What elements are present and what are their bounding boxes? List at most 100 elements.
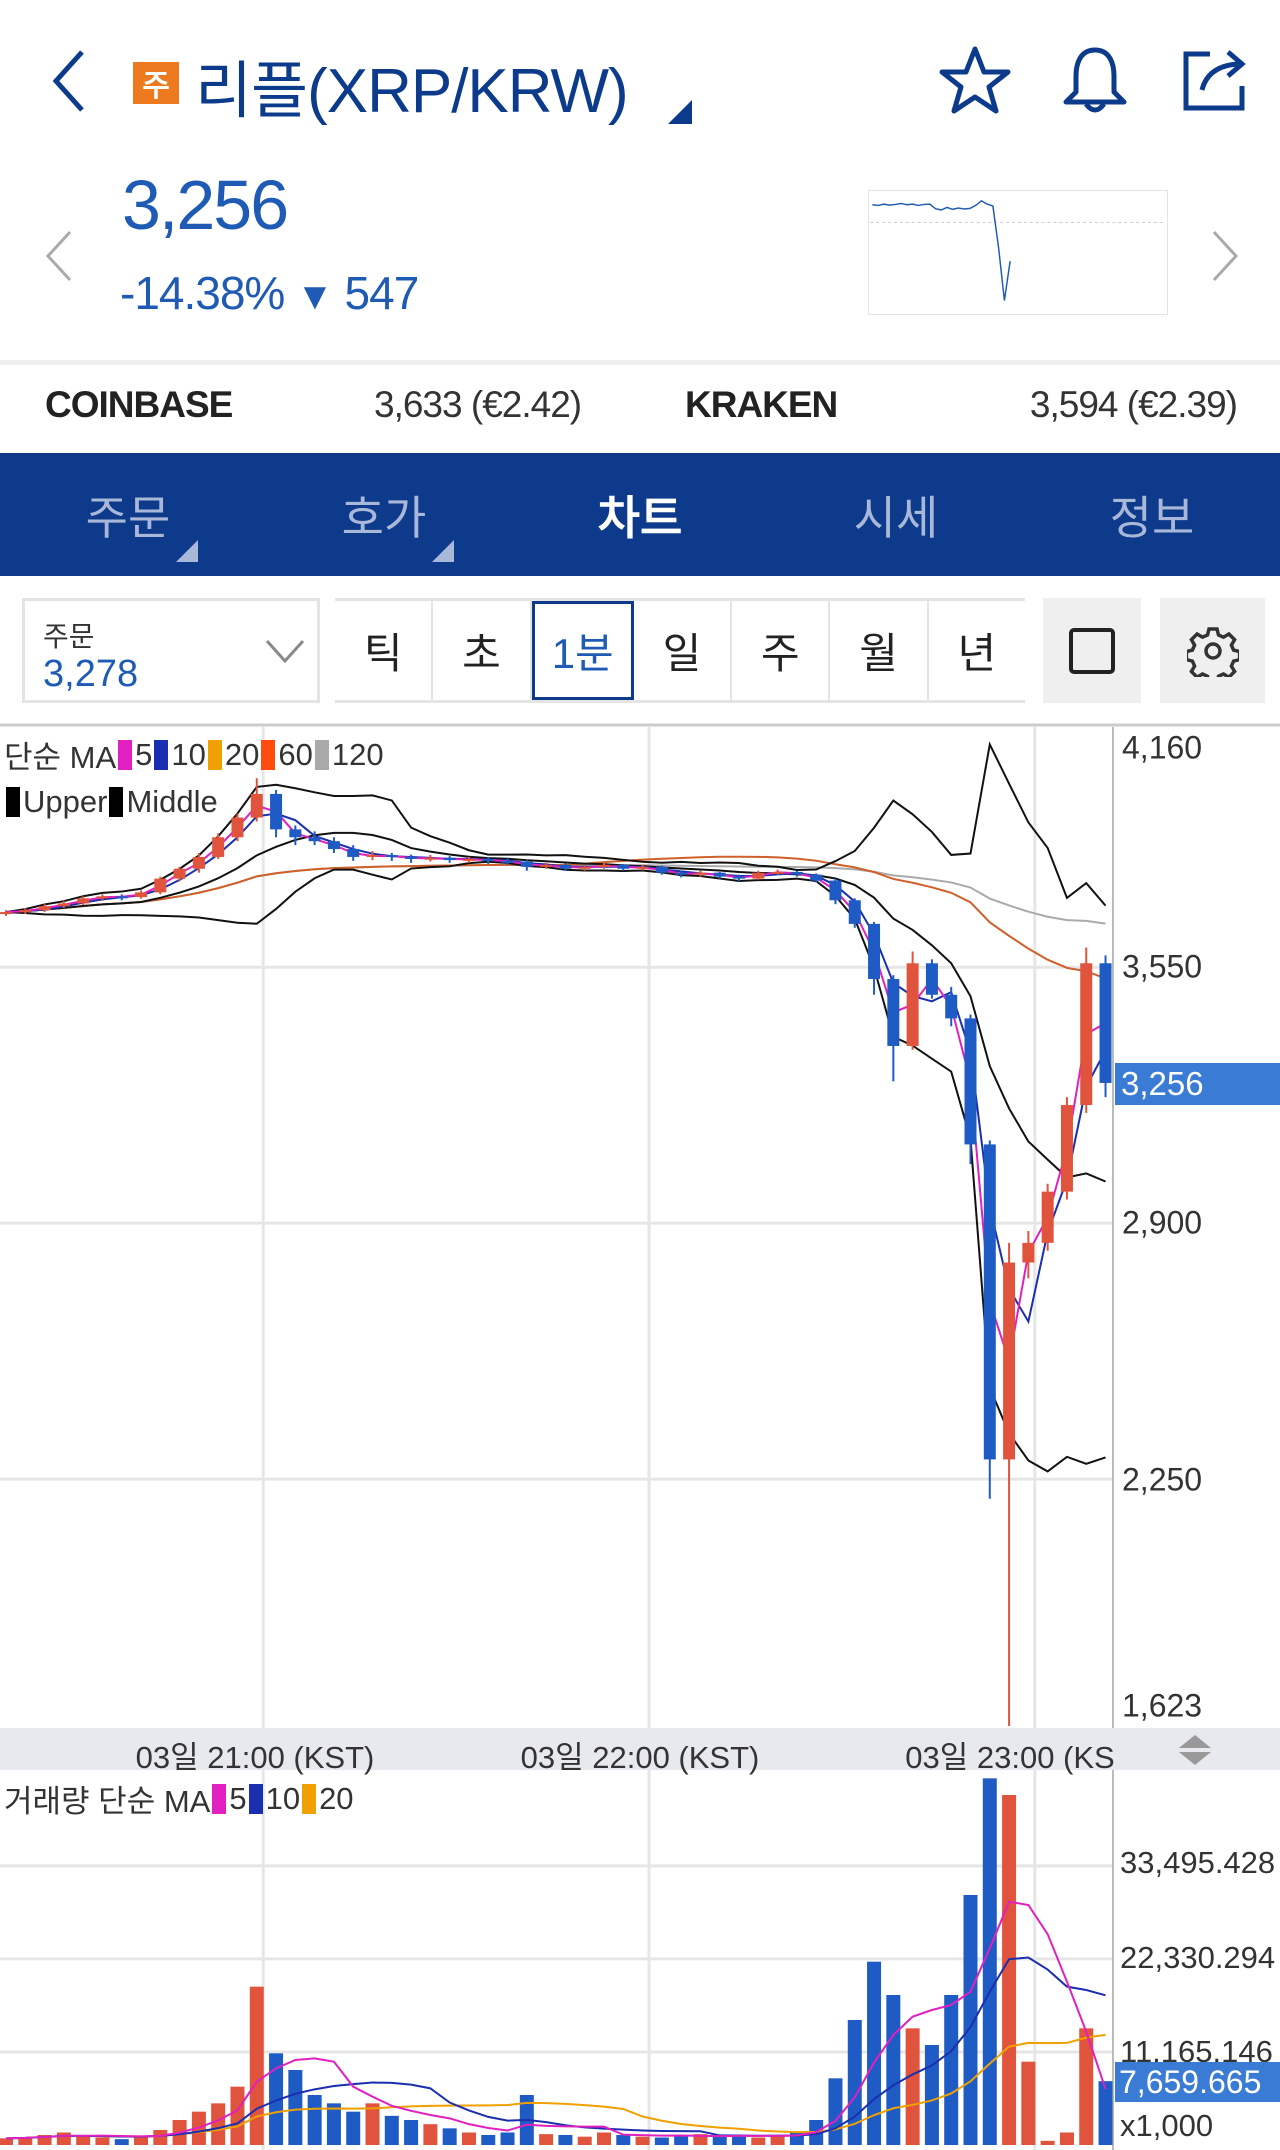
back-chevron-icon[interactable] xyxy=(48,48,90,114)
period-year[interactable]: 년 xyxy=(957,630,997,677)
candle-body xyxy=(1099,963,1112,1083)
candle-body xyxy=(38,906,51,911)
volume-ma10-line xyxy=(5,1956,1106,2140)
tab-info[interactable]: 정보 xyxy=(1024,453,1280,576)
candle-body xyxy=(482,858,495,861)
candle-body xyxy=(289,829,302,838)
volume-bar xyxy=(76,2135,91,2145)
bollinger-legend: Upper Middle xyxy=(4,784,218,820)
tab-chart[interactable]: 차트 xyxy=(512,453,768,576)
candle-body xyxy=(501,860,514,863)
volume-bar xyxy=(1002,1795,1017,2145)
volume-bar xyxy=(95,2137,110,2145)
bollinger-upper-line xyxy=(5,741,1107,914)
candle-body xyxy=(0,912,12,915)
candle-body xyxy=(385,854,398,857)
tab-order[interactable]: 주문 xyxy=(0,453,256,576)
candle-body xyxy=(192,856,205,869)
tab-market-price[interactable]: 시세 xyxy=(768,453,1024,576)
down-arrow-icon: ▼ xyxy=(296,276,334,318)
volume-bar xyxy=(886,1995,901,2145)
legend-item: Upper xyxy=(23,784,108,819)
volume-bar xyxy=(712,2136,727,2145)
volume-ma5-line xyxy=(5,1900,1107,2140)
time-axis xyxy=(0,1728,1280,1770)
volume-unit: x1,000 xyxy=(1120,2108,1214,2143)
prev-item-chevron-icon[interactable] xyxy=(44,230,74,282)
exchange-name-coinbase: COINBASE xyxy=(45,384,233,425)
volume-bar xyxy=(404,2120,419,2145)
volume-bar xyxy=(867,1961,882,2145)
volume-ma-legend: 거래량 단순 MA 5 10 20 xyxy=(4,1776,354,1821)
tab-label: 차트 xyxy=(597,491,683,544)
volume-bar xyxy=(481,2135,496,2145)
candle-body xyxy=(327,841,340,850)
title-dropdown-triangle-icon[interactable] xyxy=(668,100,692,124)
legend-item: 10 xyxy=(265,1780,301,1816)
candle-body xyxy=(655,866,668,873)
candle-body xyxy=(1080,963,1093,1106)
tab-label: 시세 xyxy=(853,491,939,544)
current-volume-marker: 7,659.665 xyxy=(1115,2062,1280,2102)
volume-tick-label: 22,330.294 xyxy=(1120,1940,1276,1975)
settings-button[interactable] xyxy=(1160,598,1265,703)
candle-body xyxy=(443,857,456,861)
volume-bar xyxy=(770,2135,785,2145)
volume-bar xyxy=(211,2103,226,2145)
candle-body xyxy=(733,876,746,879)
period-week[interactable]: 주 xyxy=(732,601,831,700)
candle-body xyxy=(617,864,630,869)
candle-body xyxy=(347,849,360,857)
x-tick-label: 03일 22:00 (KST) xyxy=(520,1740,760,1775)
candle-body xyxy=(424,857,437,860)
resize-panel-arrows-icon[interactable] xyxy=(1178,1734,1212,1766)
share-icon[interactable] xyxy=(1180,44,1252,114)
candle-body xyxy=(77,898,90,904)
order-price-select[interactable]: 주문 3,278 xyxy=(22,598,320,703)
legend-item: 20 xyxy=(224,736,260,772)
x-tick-label: 03일 23:00 (KS xyxy=(905,1740,1115,1775)
period-second[interactable]: 초 xyxy=(433,601,532,700)
candle-body xyxy=(636,866,649,869)
legend-swatch xyxy=(109,787,124,817)
candle-body xyxy=(964,1018,977,1145)
legend-swatch xyxy=(212,1783,227,1814)
bell-icon[interactable] xyxy=(1058,42,1132,116)
volume-bar xyxy=(982,1778,997,2145)
legend-item: Middle xyxy=(126,784,218,819)
sparkline-line xyxy=(872,199,1011,301)
candle-body xyxy=(135,892,148,898)
volume-bar xyxy=(693,2134,708,2145)
volume-bar xyxy=(56,2132,71,2145)
next-item-chevron-icon[interactable] xyxy=(1210,230,1240,282)
volume-bar xyxy=(249,1986,264,2145)
legend-swatch xyxy=(6,787,20,817)
volume-bar xyxy=(37,2135,52,2145)
volume-bar xyxy=(616,2135,631,2145)
candle-body xyxy=(848,900,861,924)
period-day[interactable]: 일 xyxy=(634,601,733,700)
volume-bar xyxy=(230,2086,245,2145)
volume-bar xyxy=(114,2139,129,2145)
divider xyxy=(0,360,1280,365)
period-1min[interactable]: 1분 xyxy=(531,601,634,700)
page-title[interactable]: 리플(XRP/KRW) xyxy=(195,57,629,126)
menu-triangle-icon xyxy=(176,540,198,562)
candle-body xyxy=(597,864,610,867)
tab-orderbook[interactable]: 호가 xyxy=(256,453,512,576)
candle-body xyxy=(752,872,765,879)
fullscreen-button[interactable] xyxy=(1043,598,1141,703)
y-tick-label: 3,550 xyxy=(1122,948,1203,985)
period-tick[interactable]: 틱 xyxy=(335,601,434,700)
period-month[interactable]: 월 xyxy=(830,601,929,700)
volume-bar xyxy=(326,2103,341,2145)
star-icon[interactable] xyxy=(938,44,1012,116)
y-tick-label: 1,623 xyxy=(1122,1687,1203,1724)
volume-bar xyxy=(365,2103,380,2145)
sparkline-chart[interactable] xyxy=(868,190,1168,315)
candle-body xyxy=(1060,1105,1073,1192)
volume-bar xyxy=(1098,2081,1113,2145)
bollinger-middle-line xyxy=(5,831,1106,1183)
volume-bar xyxy=(423,2124,438,2145)
